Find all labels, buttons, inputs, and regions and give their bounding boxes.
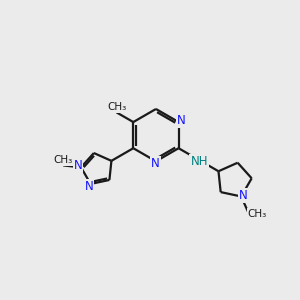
- Text: CH₃: CH₃: [107, 102, 126, 112]
- Text: CH₃: CH₃: [53, 155, 72, 165]
- Text: N: N: [238, 189, 247, 202]
- Text: NH: NH: [190, 155, 208, 168]
- Text: N: N: [74, 159, 82, 172]
- Text: N: N: [177, 114, 185, 128]
- Text: CH₃: CH₃: [248, 209, 267, 219]
- Text: N: N: [85, 180, 94, 193]
- Text: N: N: [151, 157, 160, 169]
